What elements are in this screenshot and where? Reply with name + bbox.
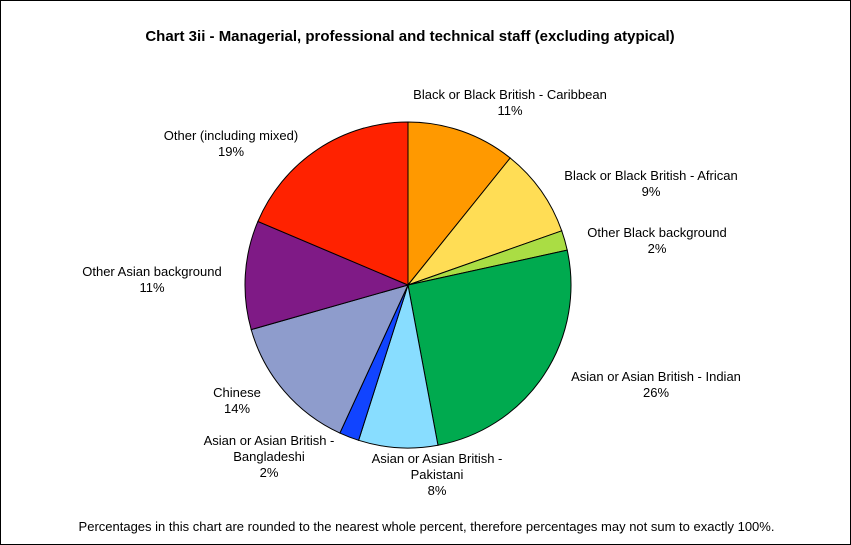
pie-slice-other-asian-background (244, 220, 410, 331)
pie-slice-other-including-mixed (257, 121, 409, 286)
slice-label-other-black-background-line1: Other Black background (587, 225, 726, 240)
pie-slice-black-or-black-british-caribbean (407, 121, 511, 287)
slice-value-label-black-or-black-british-african: 9% (642, 184, 661, 199)
slice-label-asian-or-asian-british-indian-line1: Asian or Asian British - Indian (571, 369, 741, 384)
chart-title: Chart 3ii - Managerial, professional and… (145, 28, 675, 45)
slice-label-other-asian-background-line1: Other Asian background (82, 264, 221, 279)
pie-slice-chinese (250, 284, 409, 434)
slice-value-label-black-or-black-british-caribbean: 11% (497, 103, 522, 118)
slice-label-asian-or-asian-british-pakistani-line2: Pakistani (411, 467, 464, 482)
slice-value-label-chinese: 14% (224, 401, 250, 416)
slice-label-black-or-black-british-caribbean-line1: Black or Black British - Caribbean (413, 87, 607, 102)
slice-label-asian-or-asian-british-bangladeshi-line1: Asian or Asian British - (204, 433, 335, 448)
slice-value-label-other-black-background: 2% (648, 241, 667, 256)
slice-label-black-or-black-british-african-line1: Black or Black British - African (564, 168, 737, 183)
slice-value-label-asian-or-asian-british-pakistani: 8% (428, 483, 447, 498)
slice-label-asian-or-asian-british-bangladeshi-line2: Bangladeshi (233, 449, 305, 464)
slice-label-other-including-mixed-line1: Other (including mixed) (164, 128, 298, 143)
slice-label-chinese-line1: Chinese (213, 385, 261, 400)
slice-label-asian-or-asian-british-pakistani-line1: Asian or Asian British - (372, 451, 503, 466)
slice-value-label-asian-or-asian-british-bangladeshi: 2% (260, 465, 279, 480)
pie-slice-asian-or-asian-british-indian (407, 249, 572, 446)
slice-value-label-asian-or-asian-british-indian: 26% (643, 385, 669, 400)
slice-value-label-other-asian-background: 11% (139, 280, 164, 295)
chart-footnote: Percentages in this chart are rounded to… (78, 519, 775, 534)
pie-slice-black-or-black-british-african (406, 157, 563, 287)
slice-value-label-other-including-mixed: 19% (218, 144, 244, 159)
